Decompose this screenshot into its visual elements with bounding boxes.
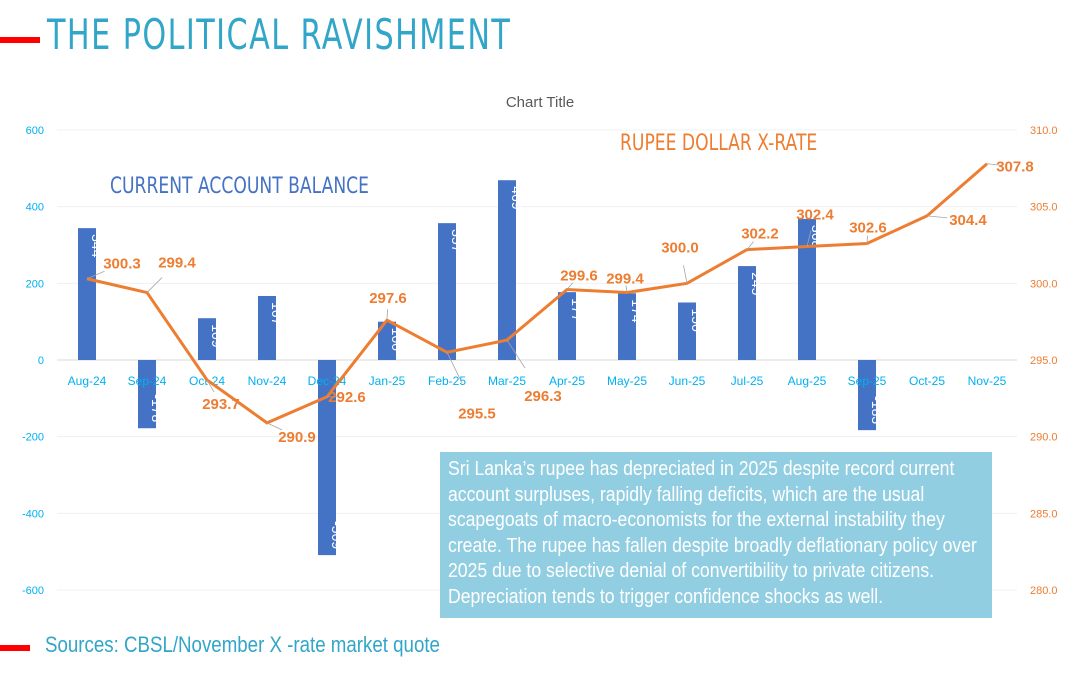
bar-label: 368 xyxy=(809,225,825,249)
left-axis-tick: 0 xyxy=(38,355,44,367)
bar xyxy=(138,360,156,429)
x-axis-tick: Jul-25 xyxy=(731,374,764,388)
bar xyxy=(558,292,576,360)
x-axis-tick: Nov-25 xyxy=(968,374,1007,388)
leader-line xyxy=(386,309,388,321)
left-axis-tick: 400 xyxy=(26,202,44,214)
x-axis-tick: Sep-24 xyxy=(128,374,167,388)
x-axis-tick: Apr-25 xyxy=(549,374,585,388)
right-axis-tick: 285.0 xyxy=(1030,508,1058,520)
bar xyxy=(858,360,876,431)
bar-label: -178 xyxy=(149,394,165,422)
bar-label: 344 xyxy=(89,234,105,258)
xrate-line xyxy=(86,162,988,425)
xrate-label: 299.6 xyxy=(560,267,598,284)
leader-line xyxy=(146,277,163,293)
leader-line xyxy=(86,270,105,280)
x-axis-tick: May-25 xyxy=(607,374,647,388)
right-axis-tick: 300.0 xyxy=(1030,278,1058,290)
bar xyxy=(78,228,96,360)
accent-bar-bottom xyxy=(0,645,30,651)
right-axis-tick: 280.0 xyxy=(1030,585,1058,597)
sources-note: Sources: CBSL/November X -rate market qu… xyxy=(45,632,440,657)
bar-label: 150 xyxy=(689,309,705,333)
bar-label: 109 xyxy=(209,324,225,348)
commentary-box: Sri Lanka’s rupee has depreciated in 202… xyxy=(440,452,992,618)
leader-line xyxy=(746,241,754,250)
xrate-label: 302.6 xyxy=(849,219,887,236)
x-axis-tick: Nov-24 xyxy=(248,374,287,388)
bar-label: 174 xyxy=(629,299,645,323)
leader-line xyxy=(683,265,688,284)
series-label-xrate: RUPEE DOLLAR X-RATE xyxy=(620,130,817,156)
left-axis-tick: 200 xyxy=(26,278,44,290)
left-axis-tick: -200 xyxy=(22,432,44,444)
bar xyxy=(438,223,456,360)
left-axis-tick: -400 xyxy=(22,508,44,520)
xrate-label: 296.3 xyxy=(524,388,562,405)
bar-label: 469 xyxy=(509,186,525,210)
x-axis-tick: Feb-25 xyxy=(428,374,466,388)
leader-line xyxy=(806,230,812,247)
right-axis-tick: 305.0 xyxy=(1030,202,1058,214)
x-axis-tick: Mar-25 xyxy=(488,374,526,388)
bar-label: 357 xyxy=(449,229,465,253)
bar xyxy=(738,266,756,360)
commentary-text: Sri Lanka’s rupee has depreciated in 202… xyxy=(448,457,977,608)
bar xyxy=(498,180,516,360)
left-axis-tick: 600 xyxy=(26,125,44,137)
xrate-label: 295.5 xyxy=(458,405,496,422)
leader-line xyxy=(506,339,526,369)
xrate-label: 302.2 xyxy=(741,226,779,243)
x-axis-tick: Sep-25 xyxy=(848,374,887,388)
chart-title: Chart Title xyxy=(506,94,574,111)
bar xyxy=(318,360,336,556)
series-label-current-account: CURRENT ACCOUNT BALANCE xyxy=(110,173,369,199)
x-axis-tick: Aug-24 xyxy=(68,374,107,388)
bar-label: 245 xyxy=(749,272,765,296)
leader-line xyxy=(986,163,1002,166)
bar-label: 100 xyxy=(389,328,405,352)
brand-title: THE POLITICAL RAVISHMENT xyxy=(47,10,512,59)
bar-label: 177 xyxy=(569,298,585,322)
xrate-label: 304.4 xyxy=(949,212,987,229)
x-axis-tick: Oct-25 xyxy=(909,374,945,388)
xrate-label: 307.8 xyxy=(996,159,1034,176)
bar-label: -183 xyxy=(869,396,885,424)
right-axis-tick: 295.0 xyxy=(1030,355,1058,367)
xrate-label: 293.7 xyxy=(202,396,240,413)
bar-label: 167 xyxy=(269,302,285,326)
x-axis-tick: Aug-25 xyxy=(788,374,827,388)
xrate-label: 299.4 xyxy=(158,255,196,272)
xrate-label: 300.0 xyxy=(661,239,699,256)
xrate-label: 302.4 xyxy=(796,207,834,224)
x-axis-tick: Jan-25 xyxy=(369,374,406,388)
leader-line xyxy=(266,422,283,431)
xrate-label: 290.9 xyxy=(278,429,316,446)
xrate-label: 300.3 xyxy=(103,256,141,273)
bar xyxy=(378,321,396,360)
xrate-label: 297.6 xyxy=(369,290,407,307)
bar xyxy=(798,218,816,360)
leader-line xyxy=(206,379,215,393)
x-axis-tick: Jun-25 xyxy=(669,374,706,388)
xrate-label: 299.4 xyxy=(606,271,644,288)
left-axis-tick: -600 xyxy=(22,585,44,597)
leader-line xyxy=(926,215,948,219)
bar xyxy=(258,295,276,360)
bar xyxy=(618,293,636,360)
bar xyxy=(678,302,696,360)
right-axis-tick: 310.0 xyxy=(1030,125,1058,137)
bar-label: -509 xyxy=(329,521,345,549)
leader-line xyxy=(625,285,628,293)
leader-line xyxy=(446,352,463,384)
accent-bar-top xyxy=(0,37,40,43)
xrate-label: 292.6 xyxy=(328,389,366,406)
bar xyxy=(198,318,216,360)
leader-line xyxy=(566,282,574,290)
leader-line xyxy=(866,235,868,244)
right-axis-tick: 290.0 xyxy=(1030,432,1058,444)
